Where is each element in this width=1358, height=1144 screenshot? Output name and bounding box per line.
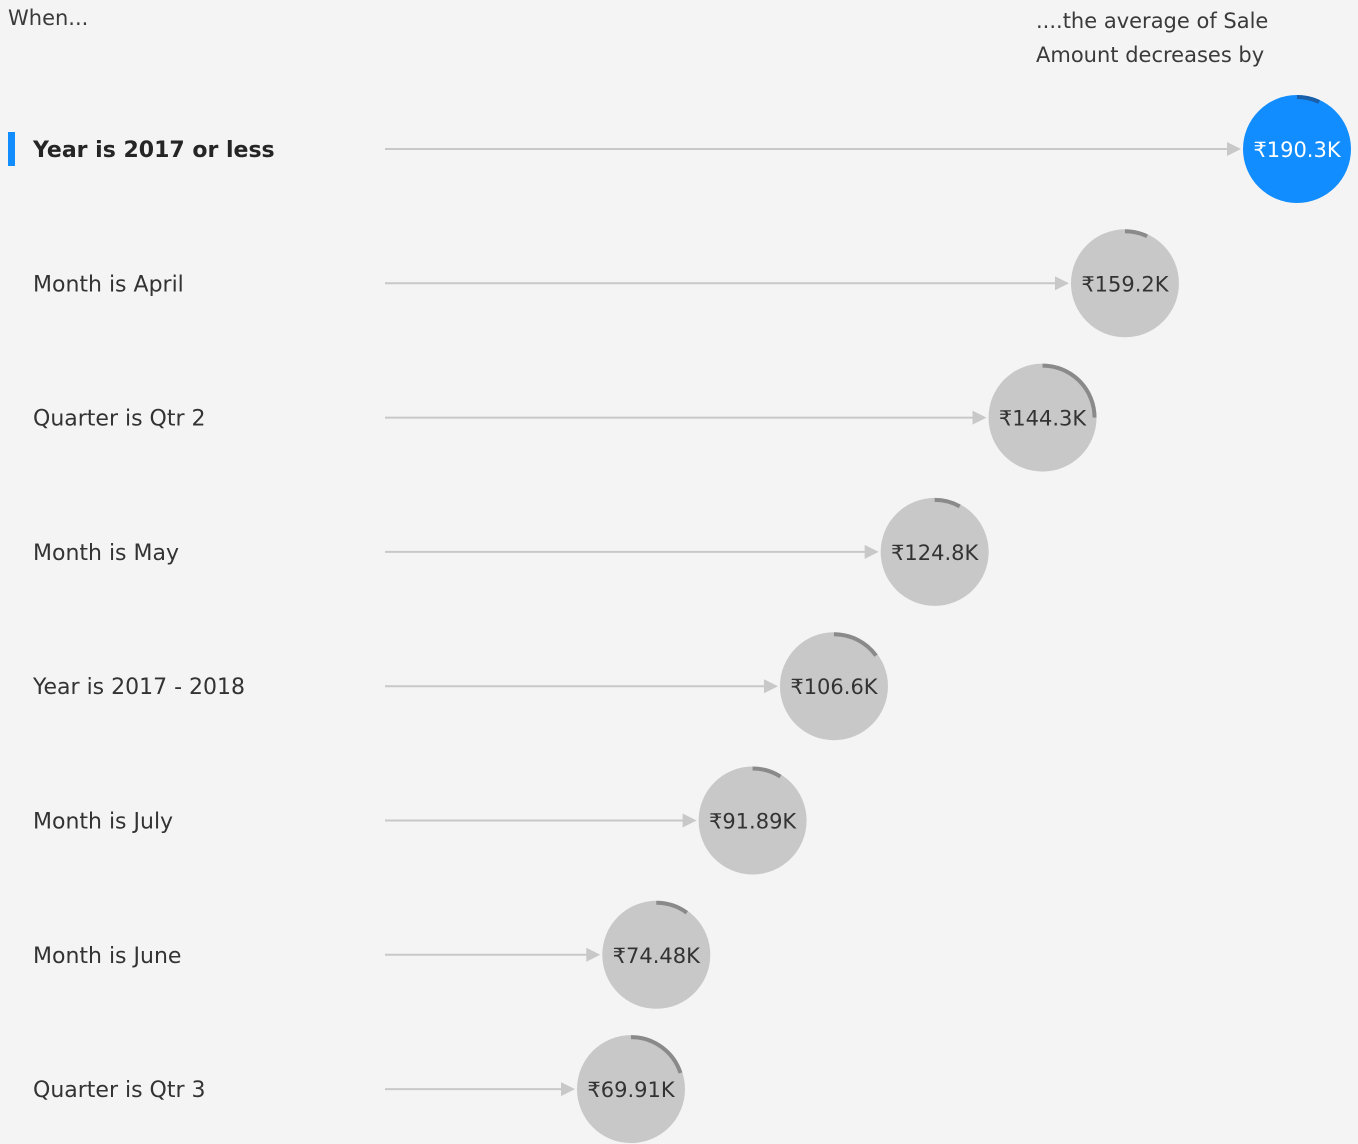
bubble-arc xyxy=(1042,363,1097,418)
bubble-value: ₹74.48K xyxy=(613,944,701,968)
bubble-arc xyxy=(752,766,782,779)
connector-arrowhead xyxy=(763,679,778,694)
influencer-row[interactable]: Month is July ₹91.89K xyxy=(33,766,807,875)
influencer-row[interactable]: Year is 2017 - 2018 ₹106.6K xyxy=(32,632,888,741)
influencer-row[interactable]: Month is June ₹74.48K xyxy=(33,900,711,1009)
influencer-label[interactable]: Quarter is Qtr 2 xyxy=(33,407,206,432)
result-header: ....the average of Sale Amount decreases… xyxy=(1036,9,1269,67)
value-bubble[interactable] xyxy=(577,1035,685,1144)
when-header: When... xyxy=(8,6,89,30)
bubble-value: ₹159.2K xyxy=(1081,272,1169,296)
bubble-value: ₹144.3K xyxy=(999,407,1087,431)
value-bubble[interactable] xyxy=(1243,95,1351,203)
connector-arrowhead xyxy=(586,947,601,962)
bubble-arc xyxy=(833,632,878,657)
influencer-row[interactable]: Month is May ₹124.8K xyxy=(33,497,989,606)
value-bubble[interactable] xyxy=(698,766,807,875)
influencer-row[interactable]: Year is 2017 or less ₹190.3K xyxy=(8,95,1351,203)
influencer-label[interactable]: Quarter is Qtr 3 xyxy=(33,1078,206,1103)
selection-indicator xyxy=(8,132,15,166)
connector-arrowhead xyxy=(682,813,697,828)
bubble-arc xyxy=(656,900,689,915)
influencer-label[interactable]: Year is 2017 or less xyxy=(32,138,275,163)
bubble-value: ₹124.8K xyxy=(891,541,979,565)
bubble-value: ₹106.6K xyxy=(790,675,878,699)
bubble-value: ₹190.3K xyxy=(1253,138,1341,162)
value-bubble[interactable] xyxy=(602,900,711,1009)
value-bubble[interactable] xyxy=(880,497,989,606)
value-bubble[interactable] xyxy=(779,632,888,741)
connector-arrowhead xyxy=(864,544,879,559)
influencer-label[interactable]: Month is June xyxy=(33,944,181,969)
connector-arrowhead xyxy=(1227,142,1241,156)
influencer-label[interactable]: Year is 2017 - 2018 xyxy=(32,675,245,700)
connector-arrowhead xyxy=(972,410,987,425)
value-bubble[interactable] xyxy=(988,363,1097,472)
influencer-row[interactable]: Quarter is Qtr 2 ₹144.3K xyxy=(33,363,1097,472)
influencer-label[interactable]: Month is July xyxy=(33,810,173,835)
bubble-arc xyxy=(1296,95,1320,104)
bubble-value: ₹69.91K xyxy=(587,1078,675,1102)
bubble-arc xyxy=(630,1035,683,1074)
connector-arrowhead xyxy=(1054,276,1069,291)
connector-arrowhead xyxy=(561,1082,575,1097)
bubble-arc xyxy=(934,497,961,509)
influencer-row[interactable]: Quarter is Qtr 3 ₹69.91K xyxy=(33,1035,685,1144)
influencer-label[interactable]: Month is April xyxy=(33,272,184,297)
value-bubble[interactable] xyxy=(1070,229,1179,338)
bubble-value: ₹91.89K xyxy=(709,810,797,834)
influencer-row[interactable]: Month is April ₹159.2K xyxy=(33,229,1179,338)
influencer-label[interactable]: Month is May xyxy=(33,541,179,566)
bubble-arc xyxy=(1124,229,1148,239)
